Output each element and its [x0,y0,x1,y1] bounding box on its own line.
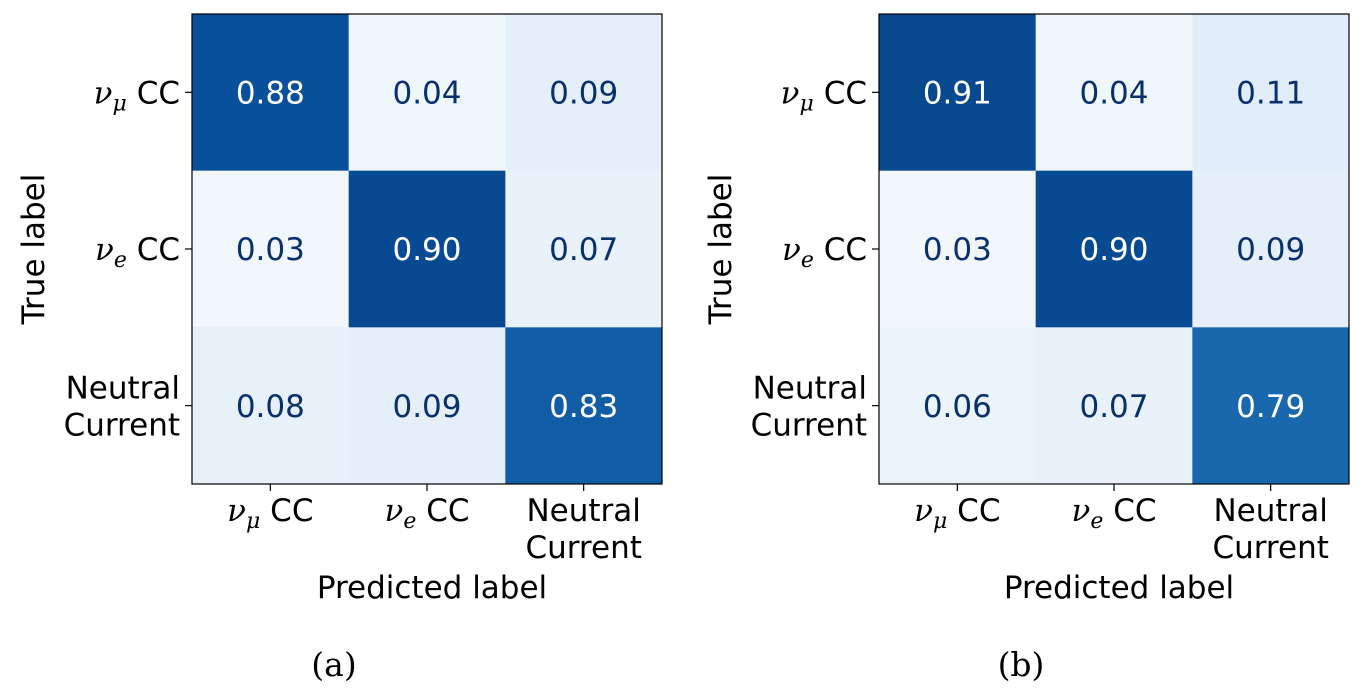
tick-label-rest: CC [416,493,469,529]
cell-value-r1-c2: 0.09 [1236,232,1305,268]
cell-value-r2-c1: 0.09 [392,389,461,425]
nu-symbol: ν [94,75,113,111]
cell-r1-c1 [348,170,506,328]
nu-symbol: ν [384,493,403,529]
cell-r0-c0 [192,14,350,172]
y-tick-label-nu-e-cc: νe CC [782,232,867,273]
cell-r0-c2 [1192,14,1350,172]
tick-label-text: Current [751,407,867,443]
cell-r2-c1 [348,327,506,485]
x-axis-label: Predicted label [317,570,547,606]
y-tick-label-nu-e-cc: νe CC [95,232,180,273]
cell-r2-c2 [1192,327,1350,485]
subscript: e [403,509,416,534]
x-tick-label-neutral-current: Neutral [1213,493,1327,529]
tick-label-text: Neutral [1213,493,1327,529]
tick-label-text: Neutral [753,370,867,406]
cell-r2-c1 [1035,327,1193,485]
nu-symbol: ν [781,75,800,111]
tick-label-text: Current [525,530,641,566]
cell-value-r0-c1: 0.04 [392,75,461,111]
cell-r0-c1 [1035,14,1193,172]
x-axis-label: Predicted label [1004,570,1234,606]
nu-symbol: ν [95,232,114,268]
cell-value-r2-c2: 0.79 [1236,389,1305,425]
cell-value-r0-c2: 0.09 [549,75,618,111]
cell-r2-c2 [505,327,663,485]
tick-label-rest: CC [814,232,867,268]
subscript: μ [246,509,260,534]
x-tick-label-neutral-current: Neutral [526,493,640,529]
cell-value-r0-c2: 0.11 [1236,75,1305,111]
y-axis-label: True label [16,174,52,326]
tick-label-text: Neutral [526,493,640,529]
cell-value-r2-c0: 0.06 [923,389,992,425]
cell-r0-c2 [505,14,663,172]
tick-label-rest: CC [947,493,1000,529]
tick-label-rest: CC [127,232,180,268]
cell-r0-c0 [879,14,1037,172]
cell-r0-c1 [348,14,506,172]
subscript: μ [933,509,947,534]
tick-label-rest: CC [127,75,180,111]
panel-caption: (a) [311,645,356,684]
y-tick-label-nu-mu-cc: νμ CC [94,75,180,116]
cell-value-r1-c0: 0.03 [923,232,992,268]
subscript: e [1090,509,1103,534]
y-tick-label-neutral-current: Current [64,407,180,443]
x-tick-label-neutral-current: Current [525,530,641,566]
y-tick-label-neutral-current: Current [751,407,867,443]
x-tick-label-nu-e-cc: νe CC [1071,493,1156,534]
x-tick-label-nu-e-cc: νe CC [384,493,469,534]
cell-value-r1-c1: 0.90 [1079,232,1148,268]
cell-value-r2-c1: 0.07 [1079,389,1148,425]
y-tick-label-neutral-current: Neutral [753,370,867,406]
tick-label-rest: CC [814,75,867,111]
cell-r1-c2 [1192,170,1350,328]
subscript: e [114,248,127,273]
nu-symbol: ν [227,493,246,529]
tick-label-text: Neutral [66,370,180,406]
subscript: μ [800,91,814,116]
nu-symbol: ν [914,493,933,529]
cell-value-r1-c2: 0.07 [549,232,618,268]
cell-r2-c0 [192,327,350,485]
y-axis-label: True label [703,174,739,326]
cell-value-r2-c0: 0.08 [236,389,305,425]
cell-r1-c1 [1035,170,1193,328]
tick-label-rest: CC [260,493,313,529]
subscript: μ [113,91,127,116]
cell-value-r1-c1: 0.90 [392,232,461,268]
x-tick-label-neutral-current: Current [1212,530,1328,566]
subscript: e [801,248,814,273]
tick-label-rest: CC [1103,493,1156,529]
x-tick-label-nu-mu-cc: νμ CC [227,493,313,534]
cell-value-r2-c2: 0.83 [549,389,618,425]
cell-value-r0-c0: 0.91 [923,75,992,111]
y-tick-label-nu-mu-cc: νμ CC [781,75,867,116]
nu-symbol: ν [782,232,801,268]
tick-label-text: Current [64,407,180,443]
cell-r1-c0 [879,170,1037,328]
cell-r1-c0 [192,170,350,328]
x-tick-label-nu-mu-cc: νμ CC [914,493,1000,534]
cell-r1-c2 [505,170,663,328]
panel-caption: (b) [998,645,1045,684]
cell-value-r0-c1: 0.04 [1079,75,1148,111]
tick-label-text: Current [1212,530,1328,566]
cell-value-r1-c0: 0.03 [236,232,305,268]
nu-symbol: ν [1071,493,1090,529]
cell-r2-c0 [879,327,1037,485]
y-tick-label-neutral-current: Neutral [66,370,180,406]
cell-value-r0-c0: 0.88 [236,75,305,111]
